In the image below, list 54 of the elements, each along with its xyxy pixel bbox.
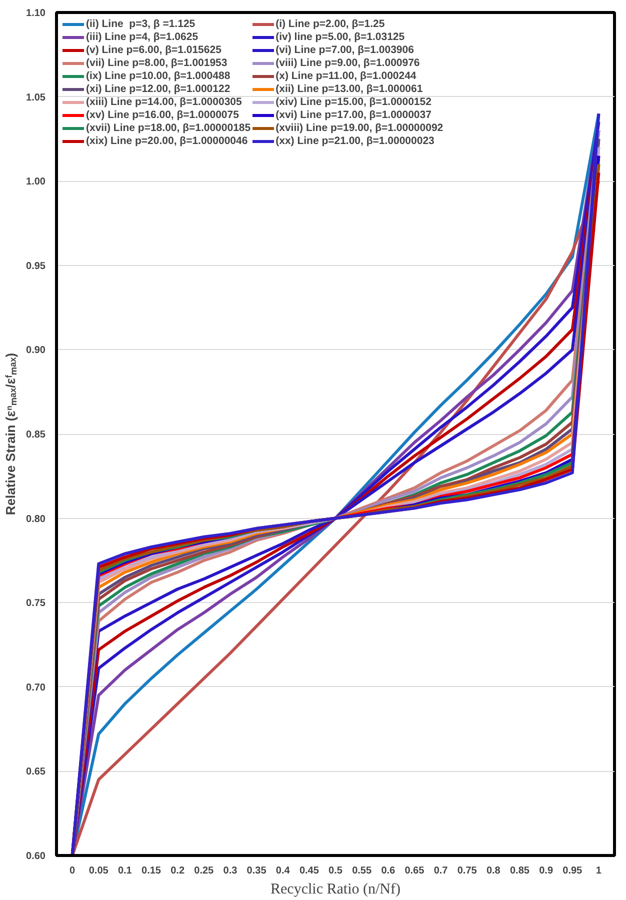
x-tick-label: 0.6: [381, 866, 396, 876]
legend-label: (xvi) Line p=17.00, β=1.0000037: [276, 109, 432, 121]
y-tick-label: 0.65: [26, 766, 46, 778]
legend-label: (vii) Line p=8.00, β=1.001953: [86, 57, 228, 69]
y-tick-label: 1.00: [26, 176, 46, 188]
x-tick-label: 0.75: [457, 866, 478, 876]
y-axis-title: Relative Strain (εⁿₘₐₓ/εᶠₘₐₓ): [3, 352, 18, 516]
x-tick-label: 0.45: [299, 866, 320, 876]
legend-label: (v) Line p=6.00, β=1.015625: [86, 44, 222, 56]
x-tick-label: 0.25: [194, 866, 214, 876]
legend-label: (x) Line p=11.00, β=1.000244: [276, 70, 416, 82]
x-tick-label: 0.1: [118, 866, 132, 876]
legend-label: (xv) Line p=16.00, β=1.0000075: [86, 109, 239, 121]
x-tick-label: 0.85: [510, 866, 530, 876]
legend-label: (xviii) Line p=19.00, β=1.00000092: [276, 122, 444, 134]
x-tick-label: 0.2: [170, 866, 185, 876]
x-axis-title: Recyclic Ratio (n/Nf): [270, 882, 400, 898]
x-tick-label: 0.55: [352, 866, 372, 876]
legend-label: (iii) Line p=4, β=1.0625: [86, 31, 198, 43]
legend-label: (vi) Line p=7.00, β=1.003906: [276, 44, 414, 56]
legend-label: (xiii) Line p=14.00, β=1.0000305: [86, 96, 242, 108]
legend-label: (ix) Line p=10.00, β=1.000488: [86, 70, 230, 82]
legend-label: (xiv) Line p=15.00, β=1.0000152: [276, 96, 432, 108]
legend-label: (ii) Line p=3, β =1.125: [86, 18, 196, 30]
legend-label: (xvii) Line p=18.00, β=1.00000185: [86, 122, 251, 134]
y-tick-label: 0.75: [26, 598, 46, 610]
y-tick-label: 1.05: [26, 92, 46, 104]
legend-label: (i) Line p=2.00, β=1.25: [276, 18, 385, 30]
legend-label: (xx) Line p=21.00, β=1.00000023: [276, 135, 434, 147]
x-tick-label: 1: [596, 866, 602, 876]
y-tick-label: 1.10: [26, 8, 46, 19]
y-tick-label: 0.95: [26, 260, 46, 272]
x-tick-label: 0.05: [88, 866, 109, 876]
legend-label: (xi) Line p=12.00, β=1.000122: [86, 83, 230, 95]
x-tick-label: 0.3: [223, 866, 238, 876]
y-tick-label: 0.60: [26, 851, 46, 862]
y-tick-label: 0.70: [26, 682, 46, 694]
legend-label: (xix) Line p=20.00, β=1.00000046: [86, 135, 248, 147]
legend-label: (iv) line p=5.00, β=1.03125: [276, 31, 405, 43]
x-tick-label: 0.4: [276, 866, 290, 876]
x-tick-label: 0.65: [404, 866, 425, 876]
legend-label: (xii) Line p=13.00, β=1.000061: [276, 83, 423, 95]
y-tick-label: 0.90: [26, 345, 46, 356]
x-tick-label: 0.35: [246, 866, 267, 876]
y-tick-label: 0.85: [26, 430, 46, 440]
x-tick-label: 0.15: [142, 866, 162, 876]
x-tick-label: 0.8: [486, 866, 501, 876]
x-tick-label: 0.7: [434, 866, 448, 876]
x-tick-label: 0.95: [562, 866, 583, 876]
y-tick-label: 0.80: [26, 514, 46, 525]
x-tick-label: 0: [70, 866, 76, 876]
x-tick-label: 0.5: [328, 866, 343, 876]
legend-label: (viii) Line p=9.00, β=1.000976: [276, 57, 420, 69]
x-tick-label: 0.9: [539, 866, 554, 876]
